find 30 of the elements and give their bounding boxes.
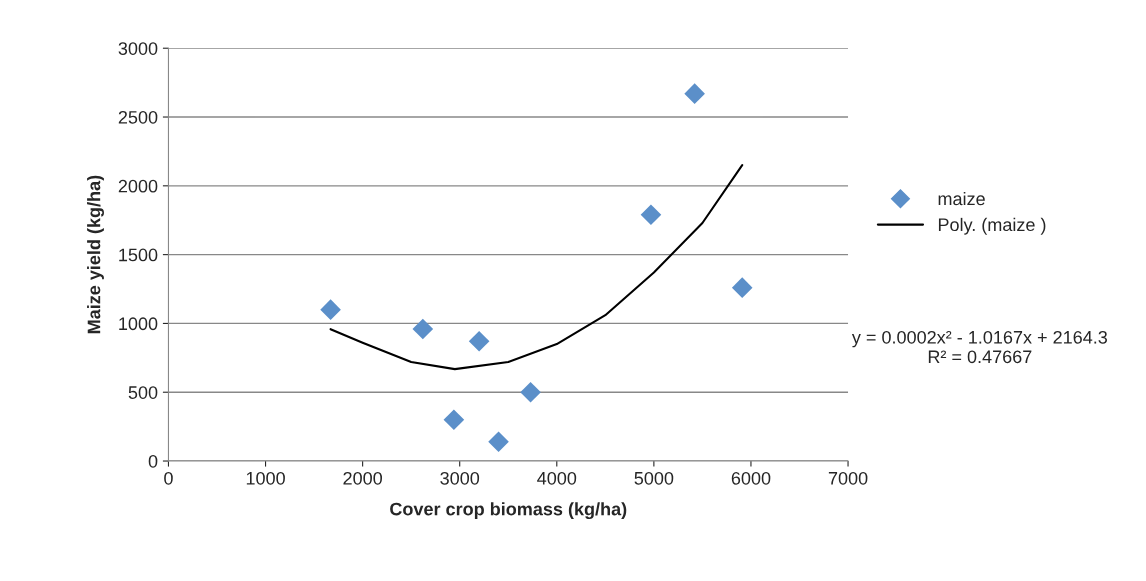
text: y = 0.0002x² - 1.0167x + 2164.3 R² = 0.47667 — [851, 330, 1108, 364]
legend-label: maize — [938, 192, 985, 206]
x-tick-label: 3000 — [440, 471, 480, 485]
line-series — [329, 164, 744, 371]
point — [684, 83, 705, 104]
x-tick-label: 6000 — [731, 471, 771, 485]
point — [520, 381, 541, 403]
y-tick-label: 0 — [148, 454, 158, 468]
x-tick-label: 4000 — [537, 471, 577, 485]
y-tick-label: 2000 — [118, 179, 158, 193]
x-axis-title: Cover crop biomass (kg/ha) — [390, 502, 627, 520]
y-tick-label: 2500 — [118, 110, 158, 124]
x-tick-label: 7000 — [828, 471, 868, 485]
x-tick-label: 5000 — [634, 471, 674, 485]
legend-label: Poly. (maize ) — [938, 217, 1046, 235]
point — [412, 318, 434, 340]
x-tick-label: 2000 — [343, 471, 383, 485]
y-tick-label: 3000 — [118, 42, 158, 55]
point — [468, 331, 490, 352]
point — [488, 431, 509, 453]
point — [731, 277, 753, 298]
y-tick-label: 1000 — [119, 317, 158, 331]
y-axis-title: Maize yield (kg/ha) — [87, 175, 104, 334]
x-tick-label: 0 — [164, 471, 173, 485]
point — [320, 299, 341, 320]
point — [443, 409, 465, 431]
point — [640, 204, 662, 226]
x-tick-label: 1000 — [246, 471, 285, 485]
y-tick-label: 1500 — [119, 248, 158, 262]
y-tick-label: 500 — [128, 386, 158, 399]
